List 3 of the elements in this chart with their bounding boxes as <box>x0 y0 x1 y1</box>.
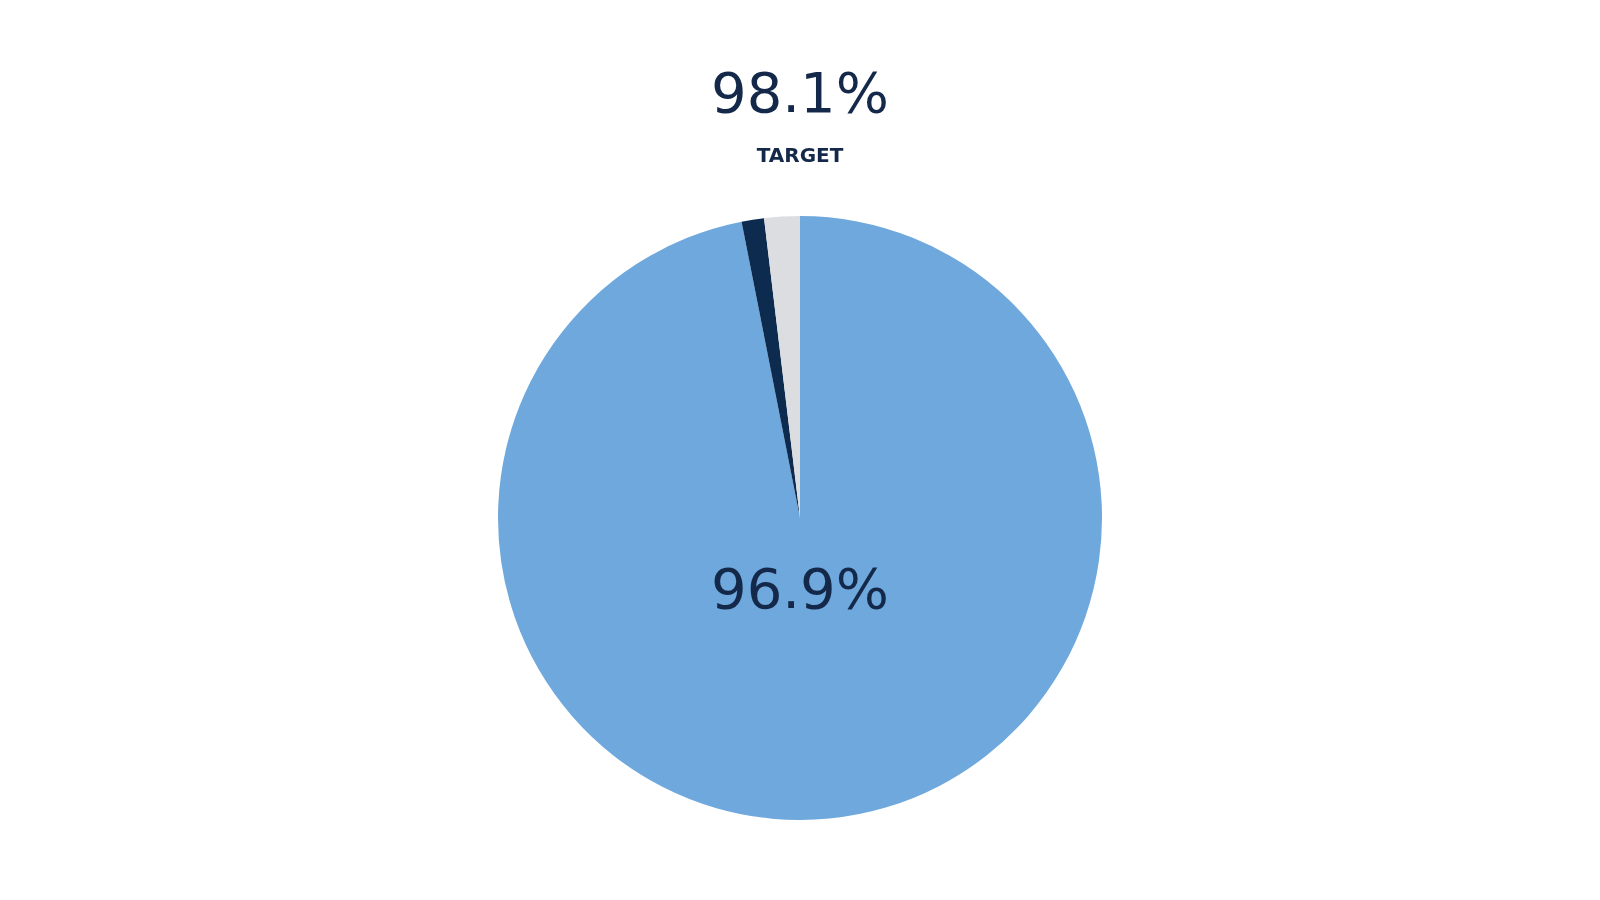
text: TARGET <box>756 143 844 168</box>
data-label: 96.9% <box>711 555 889 621</box>
text: 98.1% <box>711 59 889 125</box>
